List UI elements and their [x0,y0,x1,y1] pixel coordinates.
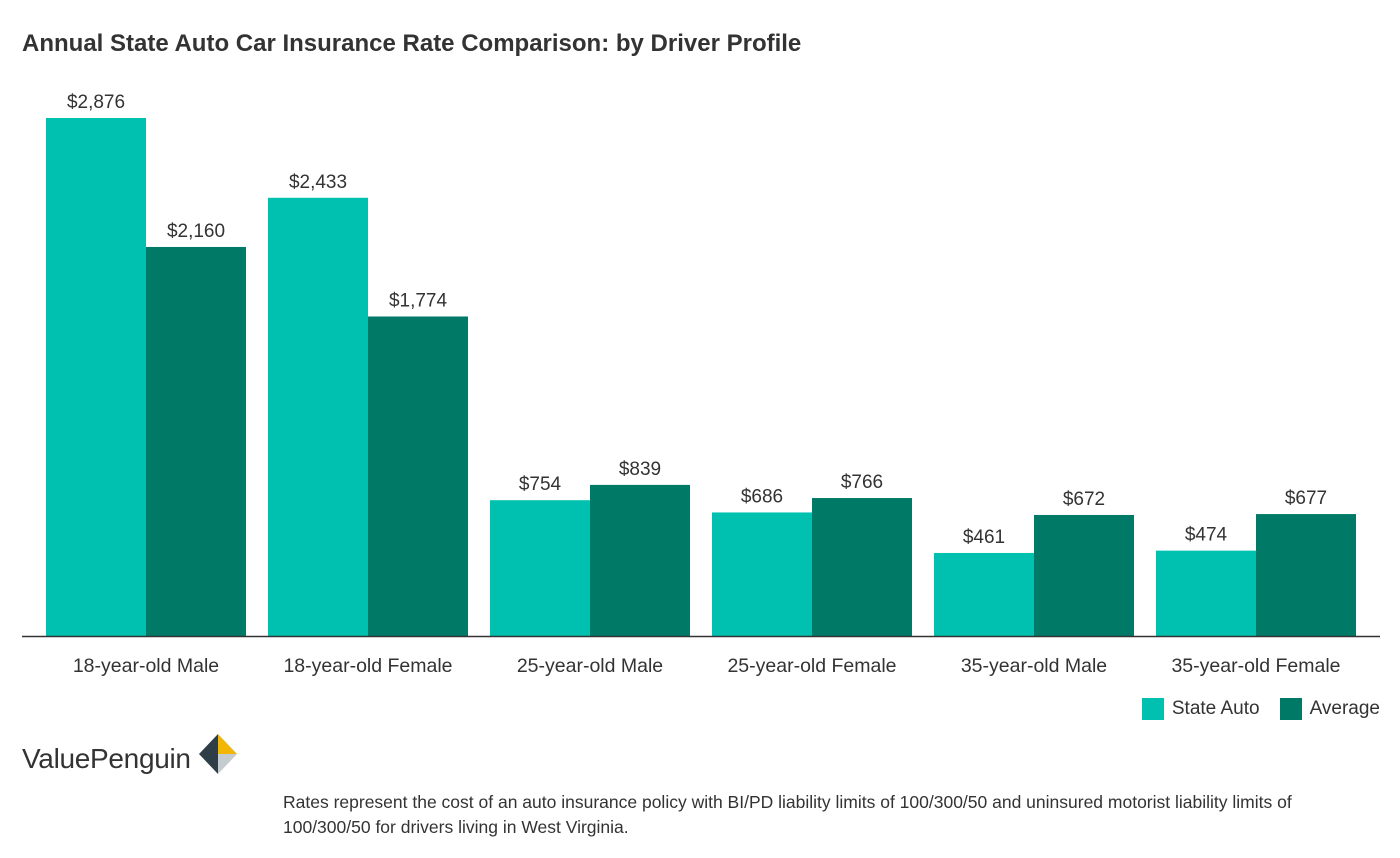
x-tick-label-18-year-old-male: 18-year-old Male [73,655,219,677]
bar-average-18-year-old-male [146,246,246,637]
data-label-average-18-year-old-female: $1,774 [389,290,448,311]
legend-entry-state-auto: State Auto [1141,698,1260,720]
x-tick-label-35-year-old-female: 35-year-old Female [1171,655,1340,677]
valuepenguin-logo: ValuePenguin [22,734,239,776]
footnote: Rates represent the cost of an auto insu… [283,792,1292,837]
valuepenguin-diamond-icon [198,734,237,774]
data-label-average-35-year-old-male: $672 [1063,489,1105,510]
x-tick-label-18-year-old-female: 18-year-old Female [283,655,452,677]
bar-chart: $2,876 $2,160 18-year-old Male $2,433 $1,774… [22,92,1380,677]
legend-swatch-average [1279,698,1302,720]
data-label-state-auto-35-year-old-female: $474 [1185,525,1228,546]
legend-swatch-state-auto [1141,698,1164,720]
chart-title: Annual State Auto Car Insurance Rate Com… [22,30,802,57]
bar-average-35-year-old-female [1256,514,1356,636]
bar-average-18-year-old-female [368,316,468,636]
x-tick-label-35-year-old-male: 35-year-old Male [961,655,1107,677]
data-label-average-25-year-old-male: $839 [619,459,661,480]
logo-text: ValuePenguin [22,743,191,774]
bar-average-25-year-old-female [812,498,912,636]
bar-average-35-year-old-male [1034,514,1134,636]
data-label-state-auto-35-year-old-male: $461 [963,527,1005,548]
bar-state-auto-18-year-old-female [268,197,368,636]
bar-state-auto-25-year-old-male [490,500,590,636]
legend-label-state-auto: State Auto [1171,698,1260,719]
data-label-state-auto-18-year-old-male: $2,876 [67,92,125,113]
bar-state-auto-18-year-old-male [46,118,146,636]
x-tick-label-25-year-old-female: 25-year-old Female [727,655,896,677]
data-label-average-35-year-old-female: $677 [1285,488,1327,509]
legend: State Auto Average [1130,698,1380,720]
data-label-state-auto-18-year-old-female: $2,433 [289,172,347,193]
x-tick-label-25-year-old-male: 25-year-old Male [517,655,663,677]
bar-average-25-year-old-male [590,484,690,636]
data-label-average-25-year-old-female: $766 [841,472,883,493]
data-label-state-auto-25-year-old-female: $686 [741,486,783,507]
data-label-average-18-year-old-male: $2,160 [167,221,225,242]
bar-state-auto-35-year-old-female [1156,550,1256,636]
legend-label-average: Average [1309,698,1380,719]
bar-state-auto-35-year-old-male [934,552,1034,636]
legend-entry-average: Average [1279,698,1380,720]
bar-state-auto-25-year-old-female [712,512,812,636]
data-label-state-auto-25-year-old-male: $754 [519,474,562,495]
